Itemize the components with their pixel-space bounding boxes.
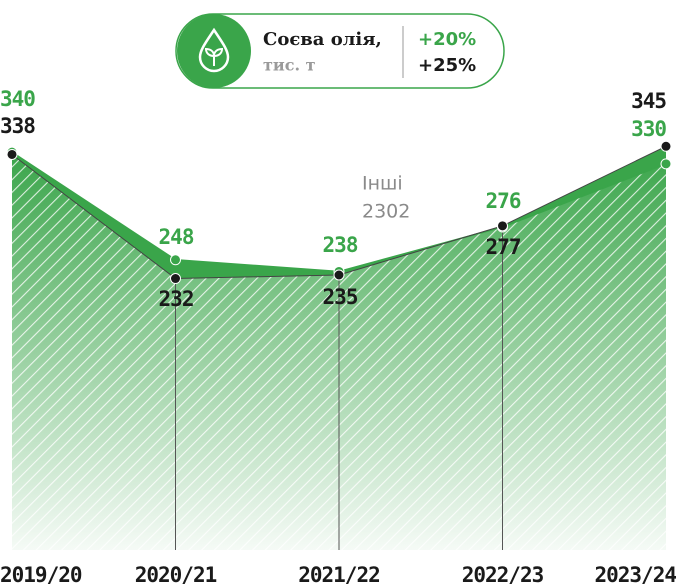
data-label: 277 — [486, 235, 521, 259]
annotation: 2302 — [362, 201, 410, 223]
data-label: 235 — [323, 285, 358, 309]
data-label: 248 — [159, 225, 194, 249]
data-label: 232 — [159, 287, 194, 311]
x-tick-label: 2019/20 — [0, 563, 82, 587]
point — [6, 148, 18, 160]
x-tick-label: 2022/23 — [462, 563, 544, 587]
data-label: 345 — [631, 89, 666, 113]
point — [170, 273, 181, 285]
data-label: 238 — [323, 233, 358, 257]
badge-title: Соєва олія, — [263, 29, 382, 50]
band — [12, 146, 666, 279]
point — [497, 220, 508, 232]
point — [660, 158, 672, 170]
annotation: Інші — [362, 173, 403, 195]
x-tick-label: 2020/21 — [135, 563, 217, 587]
badge: Соєва олія, тис. т +20% +25% — [175, 13, 505, 89]
badge-subtitle: тис. т — [263, 56, 316, 75]
point — [660, 140, 672, 152]
change: +20% — [418, 29, 476, 50]
data-label: 330 — [631, 117, 666, 141]
data-label: 338 — [0, 114, 35, 138]
point — [333, 269, 345, 281]
data-label: 340 — [0, 87, 35, 111]
x-tick-label: 2021/22 — [298, 563, 380, 587]
change: +25% — [418, 55, 476, 76]
x-tick-label: 2023/24 — [594, 563, 676, 587]
data-label: 276 — [486, 189, 521, 213]
point — [170, 254, 181, 266]
